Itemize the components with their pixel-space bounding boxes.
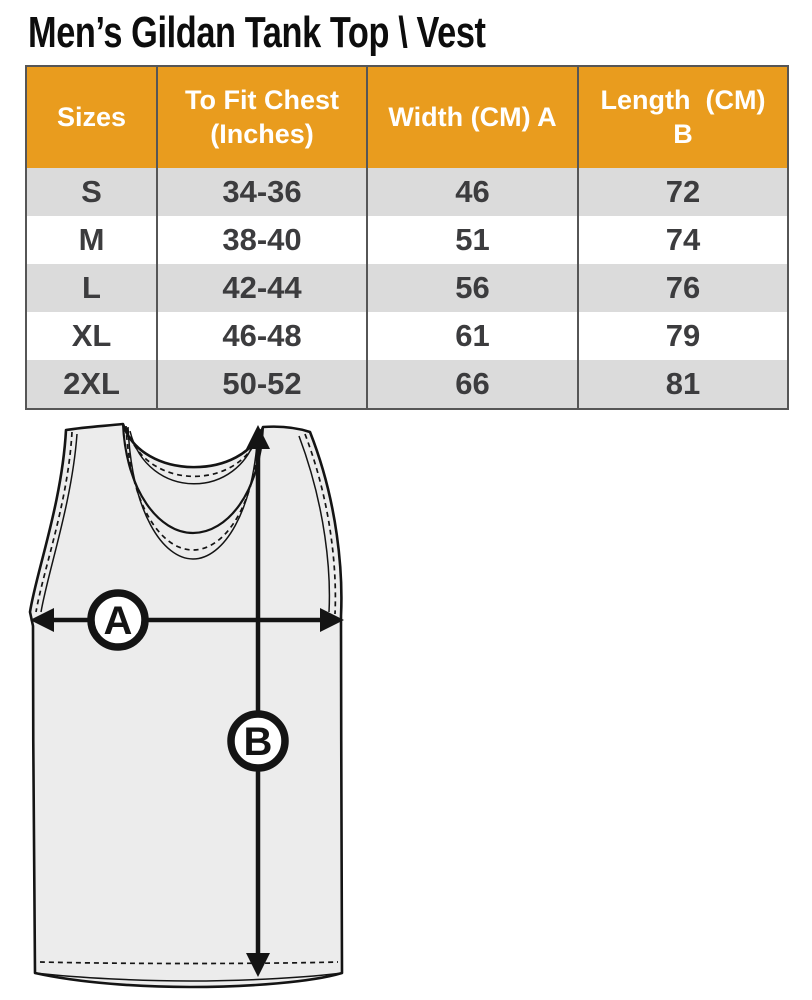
cell-width: 56 — [366, 264, 578, 312]
back-neck-seam-line — [129, 430, 258, 485]
cell-width: 51 — [366, 216, 578, 264]
left-armhole-stitch-line — [35, 431, 73, 613]
length-arrow — [246, 425, 270, 977]
right-armhole-seam-line — [298, 435, 331, 613]
label-b-badge: B — [227, 710, 289, 772]
cell-width: 66 — [366, 360, 578, 409]
hem-fold-line — [34, 972, 343, 982]
table-row-m: M 38-40 51 74 — [26, 216, 788, 264]
cell-size: XL — [26, 312, 157, 360]
cell-size: 2XL — [26, 360, 157, 409]
left-armhole-seam-line — [40, 433, 78, 613]
cell-length: 81 — [577, 360, 788, 409]
cell-size: M — [26, 216, 157, 264]
cell-length: 76 — [577, 264, 788, 312]
front-neckline-edge — [121, 423, 265, 535]
table-row-2xl: 2XL 50-52 66 81 — [26, 360, 788, 409]
col-header-chest: To Fit Chest (Inches) — [156, 66, 367, 168]
label-a-text: A — [104, 599, 133, 643]
front-neck-seam-line — [127, 426, 259, 560]
table-row-l: L 42-44 56 76 — [26, 264, 788, 312]
table-row-xl: XL 46-48 61 79 — [26, 312, 788, 360]
cell-size: S — [26, 168, 157, 216]
cell-chest: 42-44 — [156, 264, 367, 312]
tank-top-outline — [28, 422, 344, 989]
cell-chest: 46-48 — [156, 312, 367, 360]
cell-width: 61 — [366, 312, 578, 360]
label-a-badge: A — [87, 589, 149, 651]
hem-stitch-line — [39, 961, 339, 965]
tank-top-measurement-diagram: A B — [28, 422, 344, 989]
cell-length: 79 — [577, 312, 788, 360]
size-table: Sizes To Fit Chest (Inches) Width (CM) A… — [25, 65, 789, 410]
page-title: Men’s Gildan Tank Top \ Vest — [28, 8, 486, 57]
cell-length: 74 — [577, 216, 788, 264]
col-header-width: Width (CM) A — [366, 66, 578, 168]
col-header-sizes: Sizes — [26, 66, 157, 168]
cell-chest: 50-52 — [156, 360, 367, 409]
cell-chest: 38-40 — [156, 216, 367, 264]
cell-size: L — [26, 264, 157, 312]
cell-chest: 34-36 — [156, 168, 367, 216]
table-row-s: S 34-36 46 72 — [26, 168, 788, 216]
cell-width: 46 — [366, 168, 578, 216]
col-header-length: Length (CM) B — [577, 66, 788, 168]
cell-length: 72 — [577, 168, 788, 216]
label-b-text: B — [244, 720, 273, 764]
size-table-header-row: Sizes To Fit Chest (Inches) Width (CM) A… — [26, 66, 788, 168]
